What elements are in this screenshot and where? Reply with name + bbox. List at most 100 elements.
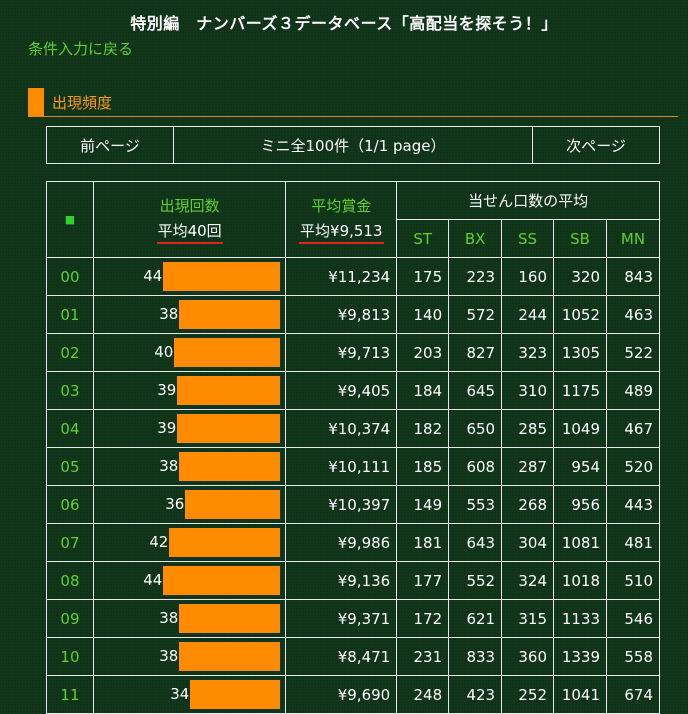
st-header[interactable]: ST [396, 219, 450, 258]
count-cell: 44 [92, 561, 287, 600]
st-cell: 175 [396, 257, 450, 296]
number-link[interactable]: 06 [46, 485, 94, 524]
st-cell: 140 [396, 295, 450, 334]
mn-header[interactable]: MN [606, 219, 660, 258]
count-cell: 36 [92, 485, 287, 524]
prize-cell: ¥10,111 [285, 447, 398, 486]
prize-cell: ¥9,136 [285, 561, 398, 600]
bx-cell: 645 [448, 371, 503, 410]
prize-cell: ¥9,986 [285, 523, 398, 562]
number-link[interactable]: 02 [46, 333, 94, 372]
prize-cell: ¥9,405 [285, 371, 398, 410]
number-link[interactable]: 00 [46, 257, 94, 296]
st-cell: 185 [396, 447, 450, 486]
prize-cell: ¥10,397 [285, 485, 398, 524]
back-to-conditions-link[interactable]: 条件入力に戻る [28, 40, 134, 58]
sb-cell: 954 [553, 447, 607, 486]
table-row: 08 44 ¥9,136 177 552 324 1018 510 [46, 561, 660, 600]
count-value: 39 [157, 419, 177, 437]
prize-average: 平均¥9,513 [299, 220, 384, 244]
mn-cell: 510 [606, 561, 660, 600]
sb-cell: 320 [553, 257, 607, 296]
bx-cell: 621 [448, 599, 503, 638]
count-bar [174, 338, 281, 367]
ss-header[interactable]: SS [501, 219, 555, 258]
page-title: 特別編 ナンバーズ３データベース「高配当を探そう！」 [130, 14, 558, 33]
count-bar [179, 642, 281, 671]
ss-cell: 160 [501, 257, 555, 296]
prize-cell: ¥8,471 [285, 637, 398, 676]
number-link[interactable]: 10 [46, 637, 94, 676]
ss-cell: 304 [501, 523, 555, 562]
sb-cell: 1133 [553, 599, 607, 638]
number-link[interactable]: 04 [46, 409, 94, 448]
bx-cell: 643 [448, 523, 503, 562]
count-cell: 39 [92, 371, 287, 410]
table-row: 09 38 ¥9,371 172 621 315 1133 546 [46, 599, 660, 638]
bx-header[interactable]: BX [448, 219, 503, 258]
ss-cell: 287 [501, 447, 555, 486]
number-link[interactable]: 08 [46, 561, 94, 600]
number-link[interactable]: 07 [46, 523, 94, 562]
st-cell: 177 [396, 561, 450, 600]
winners-group-header: 当せん口数の平均 [396, 181, 660, 220]
sb-cell: 1052 [553, 295, 607, 334]
next-page-button[interactable]: 次ページ [566, 136, 626, 155]
prev-page-button[interactable]: 前ページ [47, 127, 174, 163]
prize-header[interactable]: 平均賞金 平均¥9,513 [285, 181, 398, 258]
prize-cell: ¥9,813 [285, 295, 398, 334]
table-row: 05 38 ¥10,111 185 608 287 954 520 [46, 447, 660, 486]
count-bar [169, 528, 281, 557]
count-bar [163, 566, 281, 595]
number-link[interactable]: 03 [46, 371, 94, 410]
table-row: 07 42 ¥9,986 181 643 304 1081 481 [46, 523, 660, 562]
st-cell: 181 [396, 523, 450, 562]
number-link[interactable]: 05 [46, 447, 94, 486]
table-row: 06 36 ¥10,397 149 553 268 956 443 [46, 485, 660, 524]
mn-cell: 558 [606, 637, 660, 676]
table-row: 10 38 ¥8,471 231 833 360 1339 558 [46, 637, 660, 676]
prize-cell: ¥10,374 [285, 409, 398, 448]
sb-cell: 956 [553, 485, 607, 524]
count-cell: 44 [92, 257, 287, 296]
sb-cell: 1339 [553, 637, 607, 676]
count-bar [177, 414, 281, 443]
bx-cell: 650 [448, 409, 503, 448]
ss-cell: 323 [501, 333, 555, 372]
bx-cell: 552 [448, 561, 503, 600]
count-value: 44 [143, 571, 163, 589]
number-link[interactable]: 01 [46, 295, 94, 334]
corner-mark: ■ [46, 181, 94, 258]
count-value: 38 [159, 609, 179, 627]
number-link[interactable]: 09 [46, 599, 94, 638]
bx-cell: 572 [448, 295, 503, 334]
count-cell: 38 [92, 447, 287, 486]
count-cell: 40 [92, 333, 287, 372]
ss-cell: 244 [501, 295, 555, 334]
mn-cell: 522 [606, 333, 660, 372]
prize-cell: ¥9,713 [285, 333, 398, 372]
bx-cell: 833 [448, 637, 503, 676]
table-row: 04 39 ¥10,374 182 650 285 1049 467 [46, 409, 660, 448]
mn-cell: 843 [606, 257, 660, 296]
count-cell: 38 [92, 637, 287, 676]
count-header[interactable]: 出現回数 平均40回 [92, 181, 287, 258]
count-value: 34 [170, 685, 190, 703]
mn-cell: 443 [606, 485, 660, 524]
count-value: 39 [157, 381, 177, 399]
prize-cell: ¥11,234 [285, 257, 398, 296]
ss-cell: 268 [501, 485, 555, 524]
sb-cell: 1081 [553, 523, 607, 562]
ss-cell: 315 [501, 599, 555, 638]
mn-cell: 520 [606, 447, 660, 486]
mn-cell: 546 [606, 599, 660, 638]
count-value: 44 [143, 267, 163, 285]
count-bar [179, 300, 281, 329]
count-value: 42 [149, 533, 169, 551]
count-header-label: 出現回数 [159, 197, 220, 215]
page-info: ミニ全100件（1/1 page） [174, 127, 533, 163]
st-cell: 182 [396, 409, 450, 448]
bx-cell: 553 [448, 485, 503, 524]
sb-header[interactable]: SB [553, 219, 607, 258]
count-cell: 38 [92, 295, 287, 334]
